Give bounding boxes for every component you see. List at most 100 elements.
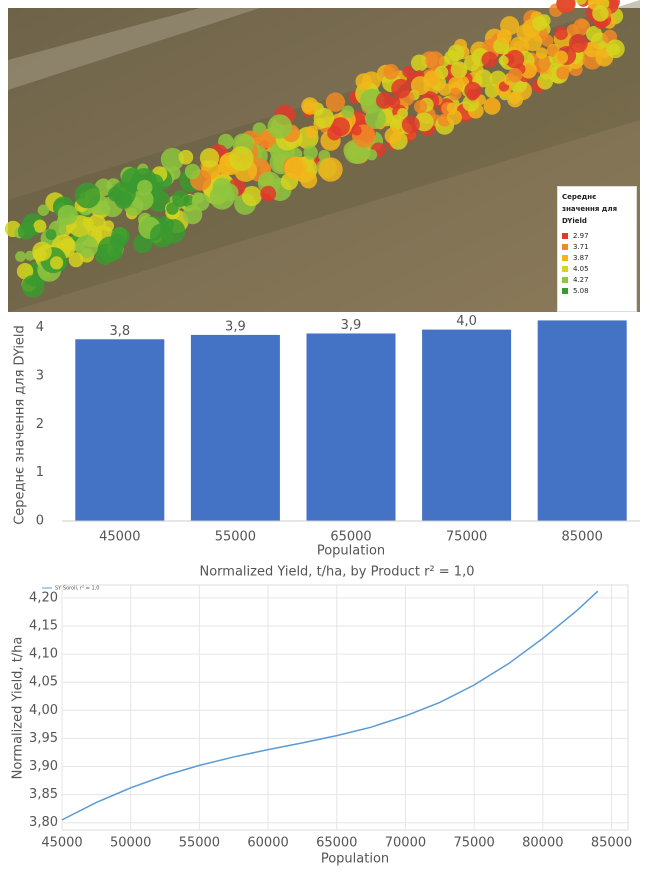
line-series xyxy=(61,590,599,821)
map-point xyxy=(327,125,342,141)
map-point xyxy=(313,107,335,129)
map-point xyxy=(402,66,414,78)
y-tick-label: 4,05 xyxy=(29,675,58,690)
map-point xyxy=(284,156,308,180)
map-point xyxy=(375,92,393,109)
chart-title: Normalized Yield, t/ha, by Product r² = … xyxy=(200,565,475,580)
map-point xyxy=(384,127,402,144)
map-point xyxy=(57,204,78,225)
legend-item: 5.08 xyxy=(562,285,632,296)
map-point xyxy=(496,29,512,44)
map-point xyxy=(532,15,548,31)
map-point xyxy=(241,186,262,207)
map-point xyxy=(267,114,292,139)
legend-label: 4.27 xyxy=(573,275,589,284)
x-tick-label: 85000 xyxy=(562,530,603,545)
map-point xyxy=(507,91,524,108)
x-tick-label: 60000 xyxy=(247,836,288,851)
y-tick-label: 3,80 xyxy=(29,815,58,830)
y-tick-label: 4,15 xyxy=(29,619,58,634)
x-tick-label: 65000 xyxy=(316,836,357,851)
y-tick-label: 4 xyxy=(36,320,44,335)
map-point xyxy=(483,97,501,115)
map-point xyxy=(228,146,254,172)
x-tick-label: 75000 xyxy=(453,836,494,851)
map-point xyxy=(17,222,36,240)
map-point xyxy=(383,64,399,80)
map-point xyxy=(33,219,47,233)
x-tick-label: 70000 xyxy=(385,836,426,851)
map-point xyxy=(448,87,462,101)
map-point xyxy=(60,237,75,253)
map-point xyxy=(410,54,429,72)
map-point xyxy=(212,177,232,198)
map-point xyxy=(74,234,99,258)
value-label: 3,9 xyxy=(225,319,246,334)
map-point xyxy=(303,145,318,160)
y-tick-label: 3,85 xyxy=(29,787,58,802)
legend-label: SY Soroll, r² = 1,0 xyxy=(55,586,99,592)
map-point xyxy=(366,149,378,161)
map-point xyxy=(397,108,409,119)
value-label: 3,9 xyxy=(341,318,362,333)
map-point xyxy=(178,149,194,165)
map-point xyxy=(182,204,203,225)
map-point xyxy=(474,69,493,88)
y-tick-label: 4,10 xyxy=(29,647,58,662)
map-point xyxy=(423,70,441,88)
map-point xyxy=(136,179,153,196)
map-point xyxy=(566,24,579,37)
x-tick-label: 85000 xyxy=(591,836,632,851)
bar xyxy=(422,329,512,521)
map xyxy=(4,0,640,312)
map-point xyxy=(87,214,106,233)
map-point xyxy=(507,67,523,83)
y-axis-label: Normalized Yield, t/ha xyxy=(11,637,26,780)
legend-label: 3.71 xyxy=(573,242,589,251)
bar xyxy=(75,339,165,521)
map-point xyxy=(575,0,587,5)
x-tick-label: 50000 xyxy=(110,836,151,851)
map-point xyxy=(584,41,600,58)
map-point xyxy=(318,157,343,182)
map-point xyxy=(556,66,570,80)
bar xyxy=(537,320,627,521)
map-point xyxy=(184,163,201,180)
map-point xyxy=(535,47,548,59)
x-tick-label: 45000 xyxy=(99,530,140,545)
map-point xyxy=(199,148,220,168)
y-axis-label: Середнє значення для DYield xyxy=(13,325,28,525)
y-tick-label: 2 xyxy=(36,417,44,432)
map-point xyxy=(592,5,609,22)
map-point xyxy=(391,78,411,99)
map-point xyxy=(149,223,175,248)
x-axis-label: Population xyxy=(317,544,385,559)
map-point xyxy=(466,88,479,101)
map-point xyxy=(148,190,170,212)
legend-item: 4.05 xyxy=(562,263,632,274)
legend-label: 2.97 xyxy=(573,231,589,240)
map-point xyxy=(45,228,57,240)
map-point xyxy=(172,190,189,207)
legend-swatch xyxy=(562,232,568,239)
map-point xyxy=(305,125,319,139)
map-point xyxy=(591,0,608,6)
legend-item: 3.87 xyxy=(562,252,632,263)
map-point xyxy=(414,100,428,114)
map-point xyxy=(438,82,452,96)
map-point xyxy=(109,233,126,250)
map-point xyxy=(37,204,50,216)
map-point xyxy=(401,115,420,134)
bar xyxy=(190,334,280,521)
road xyxy=(8,8,260,90)
map-legend: Середнє значення для DYield 2.97 3.71 3.87… xyxy=(557,186,637,312)
map-point xyxy=(554,26,569,41)
value-label: 3,8 xyxy=(109,324,130,339)
legend-swatch xyxy=(562,287,568,294)
map-point xyxy=(537,73,554,90)
map-point xyxy=(114,191,133,209)
y-tick-label: 3,95 xyxy=(29,731,58,746)
bar xyxy=(306,333,396,521)
legend-label: 4.05 xyxy=(573,264,589,273)
